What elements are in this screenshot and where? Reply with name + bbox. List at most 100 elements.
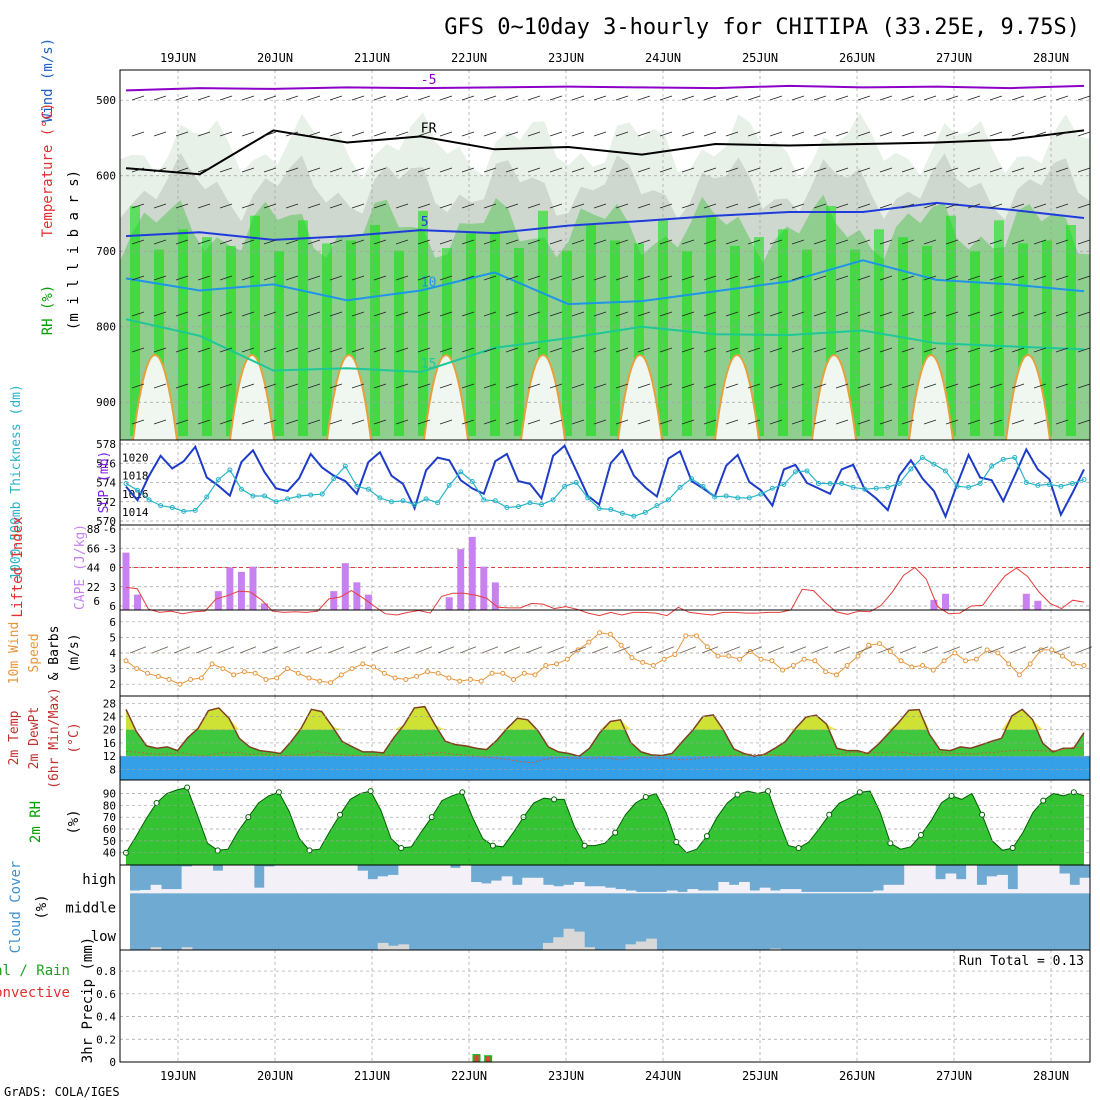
wind-barb (791, 95, 805, 101)
temp-unit-ylabel: (°C) (67, 722, 82, 753)
wind-barb (197, 311, 211, 317)
wind-barb (725, 203, 739, 209)
wind-barb (505, 311, 519, 317)
wind-barb-10m (525, 646, 543, 654)
wind-barb-10m (921, 646, 939, 654)
wind-barb (307, 239, 321, 245)
wind-barb (153, 347, 167, 353)
wind-speed-point (134, 666, 140, 672)
isotherm-label: -5 (421, 73, 437, 88)
cloud-high-cell (625, 890, 637, 894)
wind-barb (791, 347, 805, 353)
surface-warm-contour (1005, 354, 1051, 441)
x-tick-label-bottom: 20JUN (257, 1069, 293, 1083)
wind-barb (219, 239, 233, 245)
wind-barb-10m (811, 646, 829, 654)
rh2m-point (581, 842, 588, 849)
wind-barb (263, 203, 277, 209)
wind-barb (505, 419, 519, 425)
x-tick-label-top: 28JUN (1033, 51, 1069, 65)
rh-bright-blob (994, 220, 1004, 436)
cape-bar (930, 599, 938, 610)
rh2m-tick-label: 70 (103, 811, 116, 824)
wind-barb (1055, 95, 1069, 101)
precip-frame (119, 949, 1091, 1063)
wind-barb (1011, 203, 1025, 209)
wind-speed-point (1016, 672, 1022, 678)
rh2m-tick-label: 80 (103, 799, 116, 812)
wind-barb (637, 347, 651, 353)
wind-barb (153, 419, 167, 425)
wind-barb (813, 275, 827, 281)
wind-barb (703, 167, 717, 173)
wind-barb (879, 95, 893, 101)
wind-barb (131, 203, 145, 209)
wind-barb (527, 167, 541, 173)
wind-speed-point (715, 653, 721, 659)
cloud-high-cell (739, 882, 750, 894)
wind-barb (241, 203, 255, 209)
rh-bright-blob (346, 240, 356, 436)
thickness-point (596, 505, 602, 511)
thickness-point (735, 495, 741, 501)
wind-barb (901, 203, 915, 209)
cape-tick-label: 88 (87, 523, 100, 536)
wind-barb (373, 383, 387, 389)
rh2m-line (125, 787, 1085, 854)
cloud-high-cell (615, 889, 626, 894)
wind-barb-10m (877, 646, 895, 654)
wind-speed-point (1081, 662, 1087, 668)
wind-barb (1011, 167, 1025, 173)
wind-barb (549, 311, 563, 317)
wind-barb (395, 383, 409, 389)
wind-barb (813, 419, 827, 425)
cloud-high-cell (790, 889, 802, 894)
wind-ylabel-1: 10m Wind (7, 622, 22, 685)
cloud-high-cell (346, 865, 358, 894)
thickness-tick-label: 570 (96, 515, 116, 528)
wind-barb (241, 95, 255, 101)
wind-barb (901, 95, 915, 101)
wind-barb (659, 275, 673, 281)
wind-speed-point (489, 670, 495, 676)
slp-ylabel: SLP (mb) (97, 451, 112, 514)
wind-ylabel-4: (m/s) (67, 633, 82, 672)
wind-speed-point (306, 675, 312, 681)
wind-barb (439, 311, 453, 317)
wind-barb (901, 167, 915, 173)
precip-legend-convective: Convective (0, 985, 70, 1001)
cloud-low-cell (646, 938, 657, 950)
wind-barb (571, 383, 585, 389)
wind-barb-10m (569, 646, 587, 654)
wind-barb (857, 167, 871, 173)
wind-barb (725, 383, 739, 389)
rh-bright-blob (562, 250, 572, 436)
wind-barb (923, 95, 937, 101)
wind-barb (329, 347, 343, 353)
wind-barb (1077, 95, 1091, 101)
wind-barb (593, 167, 607, 173)
rh2m-tick-label: 40 (103, 847, 116, 860)
temp-fill (126, 706, 1084, 757)
wind-barb (879, 239, 893, 245)
rh-bright-blob (610, 240, 620, 436)
wind-barb (967, 275, 981, 281)
surface-warm-contour (811, 354, 857, 441)
wind-barb (329, 419, 343, 425)
wind-speed-point (564, 656, 570, 662)
wind-speed-point (1049, 647, 1055, 653)
wind-barb (351, 239, 365, 245)
li-tick-label: 6 (109, 600, 116, 613)
wind-barb (1077, 275, 1091, 281)
cloud-high-cell (460, 865, 472, 894)
wind-barb (747, 131, 761, 137)
wind-barb-10m (1075, 646, 1093, 654)
wind-barb (1077, 311, 1091, 317)
wind-speed-point (952, 650, 958, 656)
wind-barb (1077, 347, 1091, 353)
wind-barb (615, 95, 629, 101)
wind-barb (791, 275, 805, 281)
wind-barb (461, 383, 475, 389)
wind-speed-point (629, 655, 635, 661)
x-tick-label-top: 21JUN (354, 51, 390, 65)
